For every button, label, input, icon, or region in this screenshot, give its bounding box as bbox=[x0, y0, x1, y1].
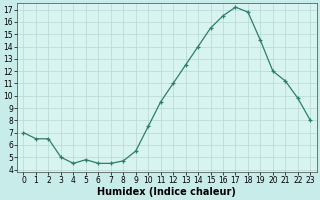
X-axis label: Humidex (Indice chaleur): Humidex (Indice chaleur) bbox=[98, 187, 236, 197]
